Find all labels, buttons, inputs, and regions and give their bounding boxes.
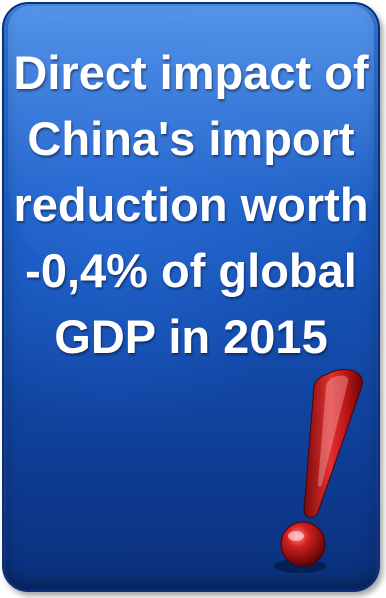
info-card: Direct impact of China's import reductio… (2, 2, 380, 592)
headline-line-3: reduction worth (13, 178, 369, 231)
exclamation-mark-icon (274, 369, 363, 573)
headline-line-5: GDP in 2015 (54, 310, 328, 363)
headline: Direct impact of China's import reductio… (2, 40, 380, 370)
headline-line-4: -0,4% of global (25, 244, 357, 297)
headline-line-1: Direct impact of (13, 46, 369, 99)
headline-line-2: China's import (27, 112, 355, 165)
